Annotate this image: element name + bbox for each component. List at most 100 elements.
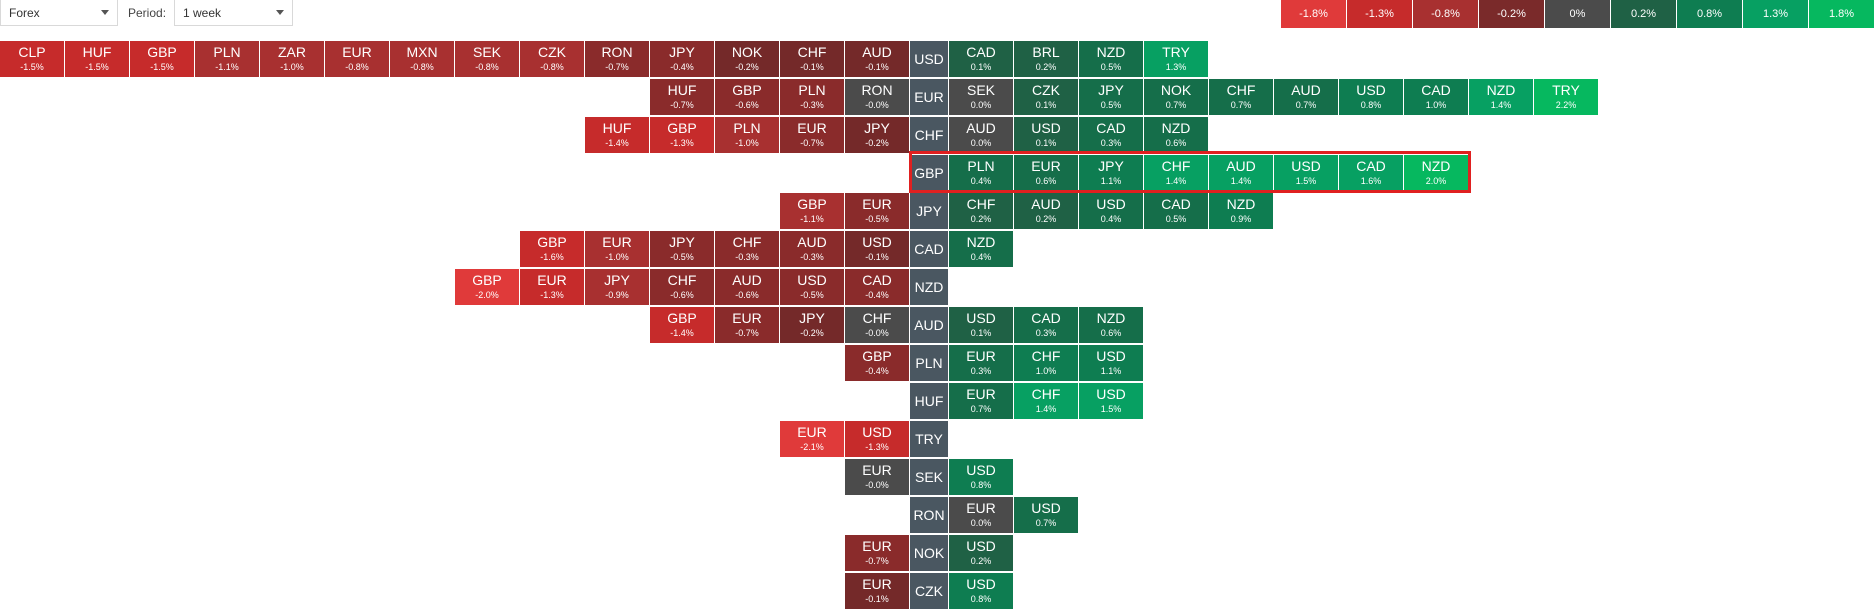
base-currency-nok[interactable]: NOK [910, 535, 948, 571]
pair-cell[interactable]: EUR -0.0% [845, 459, 909, 495]
pair-cell[interactable]: USD 1.1% [1079, 345, 1143, 381]
pair-cell[interactable]: USD 1.5% [1079, 383, 1143, 419]
pair-cell[interactable]: AUD 1.4% [1209, 155, 1273, 191]
base-currency-pln[interactable]: PLN [910, 345, 948, 381]
pair-cell[interactable]: USD 0.7% [1014, 497, 1078, 533]
pair-cell[interactable]: GBP -0.4% [845, 345, 909, 381]
pair-cell[interactable]: EUR 0.0% [949, 497, 1013, 533]
pair-cell[interactable]: USD 0.2% [949, 535, 1013, 571]
pair-cell[interactable]: SEK -0.8% [455, 41, 519, 77]
base-currency-sek[interactable]: SEK [910, 459, 948, 495]
pair-cell[interactable]: CHF -0.1% [780, 41, 844, 77]
pair-cell[interactable]: RON -0.0% [845, 79, 909, 115]
pair-cell[interactable]: NZD 0.5% [1079, 41, 1143, 77]
pair-cell[interactable]: NZD 0.4% [949, 231, 1013, 267]
pair-cell[interactable]: USD 0.8% [1339, 79, 1403, 115]
pair-cell[interactable]: MXN -0.8% [390, 41, 454, 77]
pair-cell[interactable]: CAD 1.0% [1404, 79, 1468, 115]
pair-cell[interactable]: USD 0.8% [949, 459, 1013, 495]
pair-cell[interactable]: NOK -0.2% [715, 41, 779, 77]
pair-cell[interactable]: USD 0.8% [949, 573, 1013, 609]
pair-cell[interactable]: EUR -0.7% [715, 307, 779, 343]
pair-cell[interactable]: GBP -1.1% [780, 193, 844, 229]
base-currency-cad[interactable]: CAD [910, 231, 948, 267]
pair-cell[interactable]: EUR -0.5% [845, 193, 909, 229]
pair-cell[interactable]: HUF -1.5% [65, 41, 129, 77]
pair-cell[interactable]: CHF 1.0% [1014, 345, 1078, 381]
pair-cell[interactable]: EUR 0.7% [949, 383, 1013, 419]
pair-cell[interactable]: HUF -0.7% [650, 79, 714, 115]
pair-cell[interactable]: TRY 2.2% [1534, 79, 1598, 115]
pair-cell[interactable]: NZD 0.9% [1209, 193, 1273, 229]
pair-cell[interactable]: GBP -1.5% [130, 41, 194, 77]
pair-cell[interactable]: CHF -0.6% [650, 269, 714, 305]
pair-cell[interactable]: RON -0.7% [585, 41, 649, 77]
pair-cell[interactable]: NOK 0.7% [1144, 79, 1208, 115]
base-currency-aud[interactable]: AUD [910, 307, 948, 343]
pair-cell[interactable]: AUD -0.6% [715, 269, 779, 305]
base-currency-chf[interactable]: CHF [910, 117, 948, 153]
pair-cell[interactable]: USD 0.1% [1014, 117, 1078, 153]
pair-cell[interactable]: EUR -1.3% [520, 269, 584, 305]
base-currency-jpy[interactable]: JPY [910, 193, 948, 229]
pair-cell[interactable]: GBP -1.3% [650, 117, 714, 153]
pair-cell[interactable]: GBP -0.6% [715, 79, 779, 115]
pair-cell[interactable]: PLN -0.3% [780, 79, 844, 115]
pair-cell[interactable]: EUR -1.0% [585, 231, 649, 267]
pair-cell[interactable]: EUR -0.1% [845, 573, 909, 609]
pair-cell[interactable]: EUR -0.7% [845, 535, 909, 571]
pair-cell[interactable]: USD 0.4% [1079, 193, 1143, 229]
pair-cell[interactable]: CAD -0.4% [845, 269, 909, 305]
pair-cell[interactable]: EUR 0.3% [949, 345, 1013, 381]
pair-cell[interactable]: AUD 0.2% [1014, 193, 1078, 229]
pair-cell[interactable]: NZD 1.4% [1469, 79, 1533, 115]
pair-cell[interactable]: CLP -1.5% [0, 41, 64, 77]
pair-cell[interactable]: EUR -0.8% [325, 41, 389, 77]
pair-cell[interactable]: CHF -0.0% [845, 307, 909, 343]
pair-cell[interactable]: PLN -1.0% [715, 117, 779, 153]
pair-cell[interactable]: CZK -0.8% [520, 41, 584, 77]
base-currency-try[interactable]: TRY [910, 421, 948, 457]
pair-cell[interactable]: CHF -0.3% [715, 231, 779, 267]
pair-cell[interactable]: JPY 1.1% [1079, 155, 1143, 191]
base-currency-eur[interactable]: EUR [910, 79, 948, 115]
pair-cell[interactable]: CAD 1.6% [1339, 155, 1403, 191]
pair-cell[interactable]: JPY -0.4% [650, 41, 714, 77]
pair-cell[interactable]: USD -0.5% [780, 269, 844, 305]
pair-cell[interactable]: AUD 0.7% [1274, 79, 1338, 115]
pair-cell[interactable]: PLN 0.4% [949, 155, 1013, 191]
base-currency-czk[interactable]: CZK [910, 573, 948, 609]
pair-cell[interactable]: SEK 0.0% [949, 79, 1013, 115]
pair-cell[interactable]: BRL 0.2% [1014, 41, 1078, 77]
pair-cell[interactable]: GBP -1.6% [520, 231, 584, 267]
pair-cell[interactable]: NZD 2.0% [1404, 155, 1468, 191]
pair-cell[interactable]: AUD -0.3% [780, 231, 844, 267]
pair-cell[interactable]: ZAR -1.0% [260, 41, 324, 77]
pair-cell[interactable]: AUD 0.0% [949, 117, 1013, 153]
base-currency-huf[interactable]: HUF [910, 383, 948, 419]
pair-cell[interactable]: NZD 0.6% [1144, 117, 1208, 153]
pair-cell[interactable]: CAD 0.3% [1014, 307, 1078, 343]
pair-cell[interactable]: EUR 0.6% [1014, 155, 1078, 191]
pair-cell[interactable]: EUR -0.7% [780, 117, 844, 153]
pair-cell[interactable]: CHF 1.4% [1144, 155, 1208, 191]
pair-cell[interactable]: HUF -1.4% [585, 117, 649, 153]
pair-cell[interactable]: AUD -0.1% [845, 41, 909, 77]
pair-cell[interactable]: USD -1.3% [845, 421, 909, 457]
period-select[interactable]: 1 week [174, 0, 293, 26]
pair-cell[interactable]: CHF 0.2% [949, 193, 1013, 229]
pair-cell[interactable]: NZD 0.6% [1079, 307, 1143, 343]
pair-cell[interactable]: USD 0.1% [949, 307, 1013, 343]
base-currency-ron[interactable]: RON [910, 497, 948, 533]
pair-cell[interactable]: CHF 1.4% [1014, 383, 1078, 419]
base-currency-usd[interactable]: USD [910, 41, 948, 77]
base-currency-gbp[interactable]: GBP [910, 155, 948, 191]
pair-cell[interactable]: GBP -1.4% [650, 307, 714, 343]
pair-cell[interactable]: JPY -0.2% [845, 117, 909, 153]
base-currency-nzd[interactable]: NZD [910, 269, 948, 305]
pair-cell[interactable]: JPY -0.9% [585, 269, 649, 305]
pair-cell[interactable]: CHF 0.7% [1209, 79, 1273, 115]
pair-cell[interactable]: PLN -1.1% [195, 41, 259, 77]
pair-cell[interactable]: GBP -2.0% [455, 269, 519, 305]
pair-cell[interactable]: USD -0.1% [845, 231, 909, 267]
